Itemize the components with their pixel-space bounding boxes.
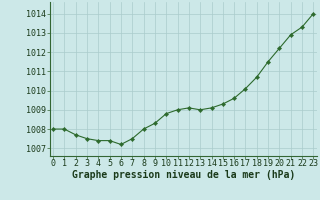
- X-axis label: Graphe pression niveau de la mer (hPa): Graphe pression niveau de la mer (hPa): [72, 170, 295, 180]
